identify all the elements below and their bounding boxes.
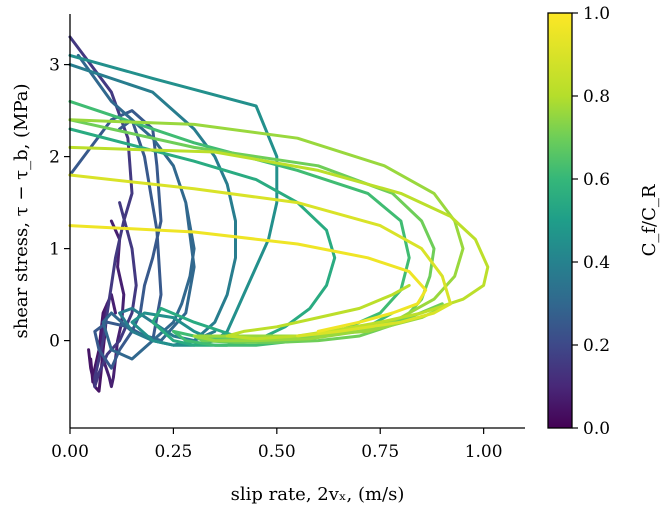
colorbar-tick-label: 1.0: [583, 4, 610, 24]
colorbar-ticks: 0.0 0.2 0.4 0.6 0.8 1.0 C_f/C_R: [572, 4, 660, 439]
y-tick-label: 2: [49, 148, 60, 168]
x-tick-label: 1.00: [465, 442, 503, 462]
y-tick-label: 3: [49, 56, 60, 76]
colorbar-tick-label: 0.0: [583, 419, 610, 439]
series-line-13: [68, 173, 452, 338]
colorbar-label: C_f/C_R: [639, 184, 660, 256]
plot-area: [68, 35, 490, 393]
y-tick-label: 1: [49, 240, 60, 260]
x-axis-label: slip rate, 2vₓ, (m/s): [231, 484, 405, 505]
y-tick-label: 0: [49, 332, 60, 352]
colorbar: [547, 12, 573, 429]
colorbar-tick-label: 0.2: [583, 336, 610, 356]
colorbar-tick-label: 0.6: [583, 170, 610, 190]
x-tick-label: 0.75: [361, 442, 399, 462]
y-axis-label: shear stress, τ − τ_b, (MPa): [11, 83, 32, 338]
colorbar-tick-label: 0.4: [583, 253, 610, 273]
series-line-7: [68, 53, 279, 347]
series-line-2: [99, 219, 126, 389]
colorbar-tick-label: 0.8: [583, 87, 610, 107]
series-line-14: [68, 224, 428, 333]
x-tick-label: 0.50: [258, 442, 296, 462]
x-tick-label: 0.25: [154, 442, 192, 462]
series-line-12: [68, 145, 490, 341]
series-line-3: [68, 35, 138, 389]
axes: 0.00 0.25 0.50 0.75 1.00 0 1 2 3 slip rate, 2vₓ, …: [11, 14, 525, 505]
x-tick-label: 0.00: [51, 442, 89, 462]
